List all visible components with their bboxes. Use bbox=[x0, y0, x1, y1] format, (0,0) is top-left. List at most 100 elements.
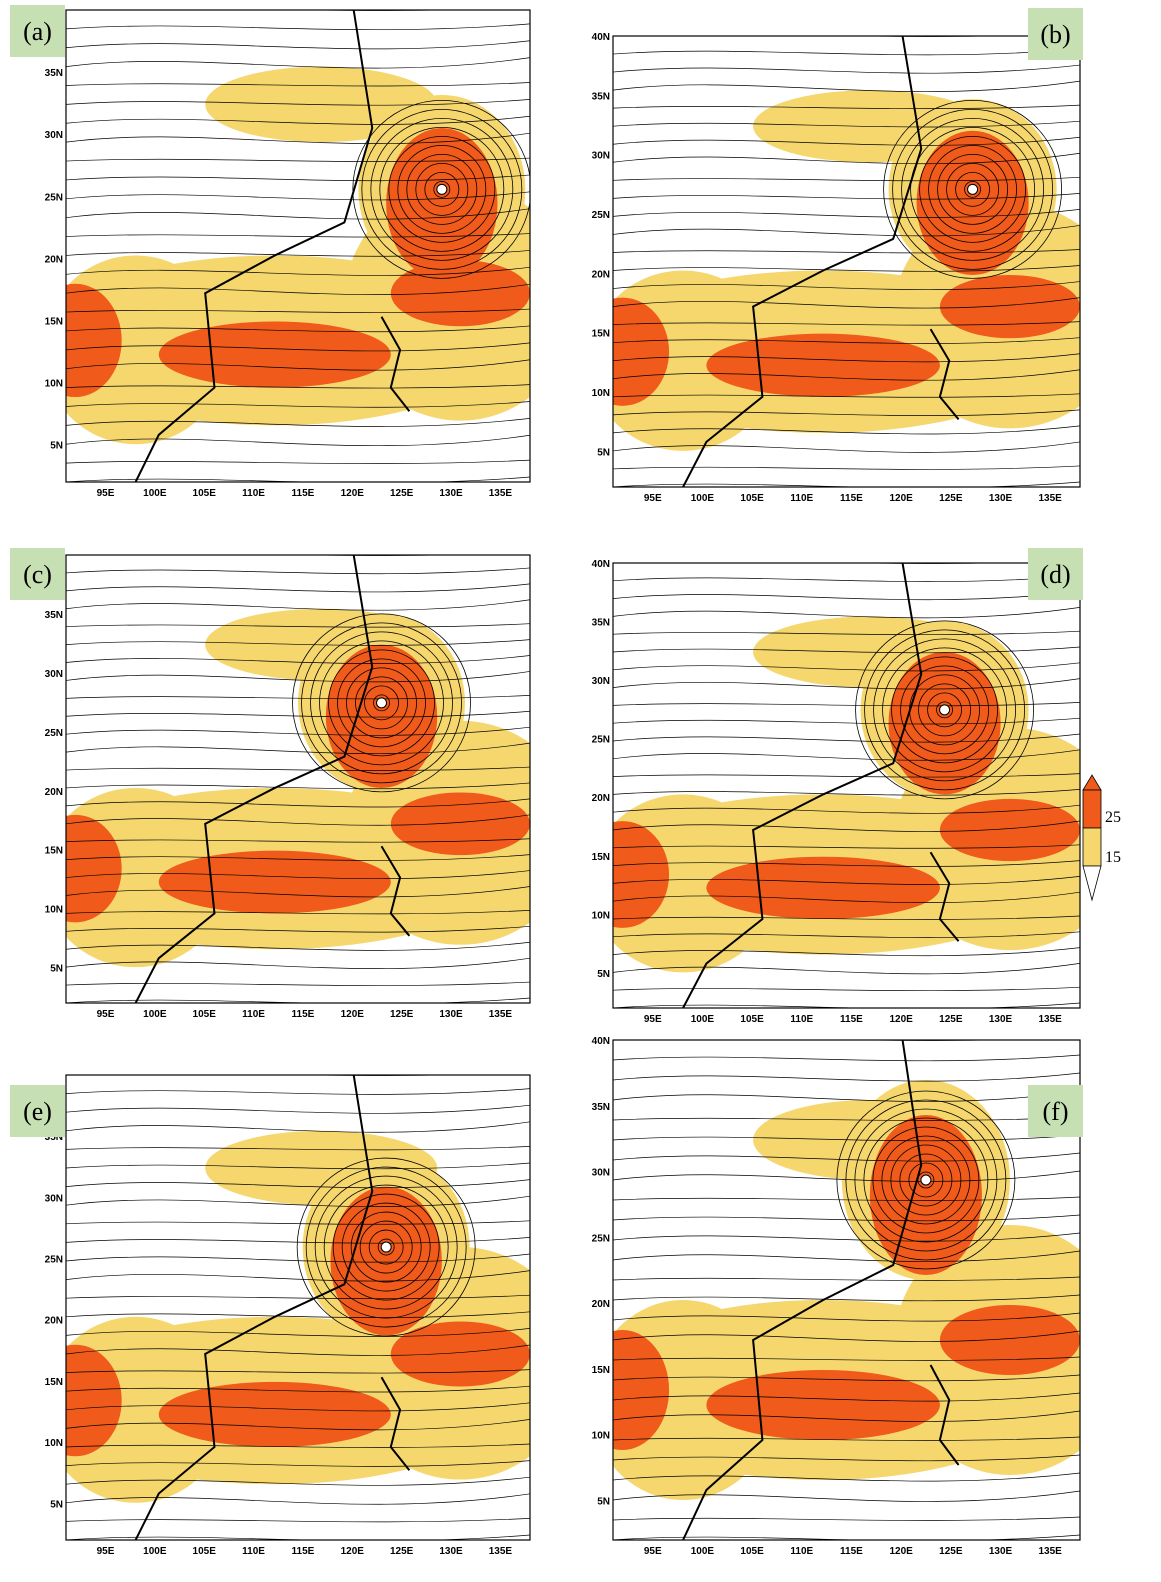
coastline bbox=[380, 316, 411, 412]
lon-tick-label: 115E bbox=[292, 488, 315, 499]
streamline bbox=[66, 233, 530, 238]
streamline bbox=[613, 630, 1080, 636]
lat-tick-label: 5N bbox=[597, 1497, 610, 1508]
streamline bbox=[613, 646, 1080, 654]
lon-tick-label: 110E bbox=[242, 1546, 265, 1557]
streamline bbox=[66, 623, 530, 628]
lat-tick-label: 20N bbox=[592, 269, 610, 280]
lat-tick-label: 25N bbox=[45, 192, 63, 203]
vortex-streamline bbox=[361, 108, 523, 270]
lon-tick-label: 115E bbox=[292, 1009, 315, 1020]
shading-25 bbox=[66, 283, 122, 398]
streamline bbox=[613, 749, 1080, 761]
streamline bbox=[613, 1534, 1080, 1540]
streamline bbox=[66, 798, 530, 808]
lat-tick-label: 30N bbox=[592, 1168, 610, 1179]
streamline bbox=[66, 1104, 530, 1114]
lon-tick-label: 120E bbox=[341, 488, 365, 499]
lon-tick-label: 100E bbox=[143, 488, 167, 499]
lon-tick-label: 120E bbox=[889, 1014, 913, 1025]
streamline bbox=[66, 418, 530, 427]
lat-tick-label: 15N bbox=[592, 329, 610, 340]
streamline bbox=[66, 1253, 530, 1263]
vortex-streamline bbox=[854, 1108, 998, 1252]
lon-tick-label: 100E bbox=[691, 1014, 715, 1025]
lon-tick-label: 110E bbox=[790, 1546, 813, 1557]
lon-tick-label: 130E bbox=[439, 1546, 463, 1557]
streamline bbox=[66, 1460, 530, 1467]
vortex-streamline bbox=[937, 153, 1008, 225]
streamline bbox=[613, 591, 1080, 601]
panel-label-box bbox=[1028, 8, 1083, 60]
lon-tick-label: 135E bbox=[489, 488, 513, 499]
streamline bbox=[66, 838, 530, 843]
streamline bbox=[66, 1493, 530, 1505]
lon-tick-label: 110E bbox=[242, 1009, 265, 1020]
streamline bbox=[66, 1344, 530, 1356]
streamline bbox=[613, 1054, 1080, 1062]
coastline bbox=[682, 36, 923, 487]
map-panel: 40N 35N 30N 25N 20N 15N 10N 5N 95E 100E 105E 110E 11… bbox=[592, 8, 1083, 504]
lon-tick-label: 110E bbox=[242, 488, 265, 499]
streamline bbox=[613, 265, 1080, 272]
streamline bbox=[66, 283, 530, 295]
lon-tick-label: 120E bbox=[889, 493, 913, 504]
vortex-streamline bbox=[397, 144, 487, 234]
streamline bbox=[66, 266, 530, 276]
streamline bbox=[66, 997, 530, 1003]
streamline bbox=[613, 465, 1080, 470]
streamline bbox=[613, 393, 1080, 398]
lon-tick-label: 125E bbox=[939, 1546, 963, 1557]
vortex-streamline bbox=[319, 640, 444, 766]
lat-tick-label: 40N bbox=[592, 1036, 610, 1047]
panel-label-box bbox=[1028, 548, 1083, 600]
streamline bbox=[613, 1454, 1080, 1462]
vortex-streamline bbox=[836, 1090, 1016, 1270]
streamline bbox=[613, 947, 1080, 957]
vortex-streamline bbox=[927, 692, 962, 728]
panel-label: (e) bbox=[23, 1097, 52, 1126]
lon-tick-label: 95E bbox=[97, 1546, 115, 1557]
shading-25 bbox=[869, 1115, 982, 1275]
colorbar-cap bbox=[1082, 774, 1102, 791]
panel-label-box bbox=[1028, 1085, 1083, 1137]
streamline bbox=[613, 1472, 1080, 1482]
vortex-streamline bbox=[388, 135, 496, 243]
shading-25 bbox=[390, 792, 530, 856]
streamline bbox=[613, 281, 1080, 291]
coastline bbox=[134, 555, 374, 1003]
lon-tick-label: 115E bbox=[840, 1014, 863, 1025]
lat-tick-label: 5N bbox=[597, 969, 610, 980]
vortex-streamline bbox=[900, 665, 989, 755]
streamline bbox=[66, 814, 530, 826]
vortex-eye bbox=[939, 704, 951, 716]
lat-tick-label: 30N bbox=[592, 676, 610, 687]
streamline bbox=[613, 64, 1080, 74]
lon-tick-label: 125E bbox=[939, 493, 963, 504]
vortex-streamline bbox=[872, 1126, 980, 1234]
lat-tick-label: 20N bbox=[45, 787, 63, 798]
streamline bbox=[66, 1369, 530, 1374]
streamline bbox=[66, 82, 530, 87]
streamline bbox=[66, 639, 530, 646]
lon-tick-label: 125E bbox=[390, 1546, 414, 1557]
lon-tick-label: 130E bbox=[989, 1546, 1013, 1557]
streamline bbox=[613, 931, 1080, 938]
streamline bbox=[66, 23, 530, 31]
map-panel: 40N 35N 30N 25N 20N 15N 10N 5N 95E 100E 105E 110E 11… bbox=[592, 548, 1083, 1025]
vortex-streamline bbox=[379, 126, 505, 252]
streamline bbox=[66, 1518, 530, 1523]
streamline bbox=[613, 1356, 1080, 1361]
lat-tick-label: 35N bbox=[45, 1132, 63, 1143]
vortex-streamline bbox=[292, 613, 471, 793]
streamline bbox=[613, 1516, 1080, 1521]
streamline bbox=[66, 342, 530, 352]
streamline bbox=[66, 886, 530, 898]
streamline bbox=[613, 717, 1080, 725]
streamline bbox=[613, 1330, 1080, 1342]
vortex-streamline bbox=[346, 667, 417, 739]
streamline bbox=[613, 369, 1080, 381]
streamline bbox=[613, 733, 1080, 743]
lat-tick-label: 40N bbox=[592, 32, 610, 43]
lon-tick-label: 105E bbox=[740, 1014, 764, 1025]
